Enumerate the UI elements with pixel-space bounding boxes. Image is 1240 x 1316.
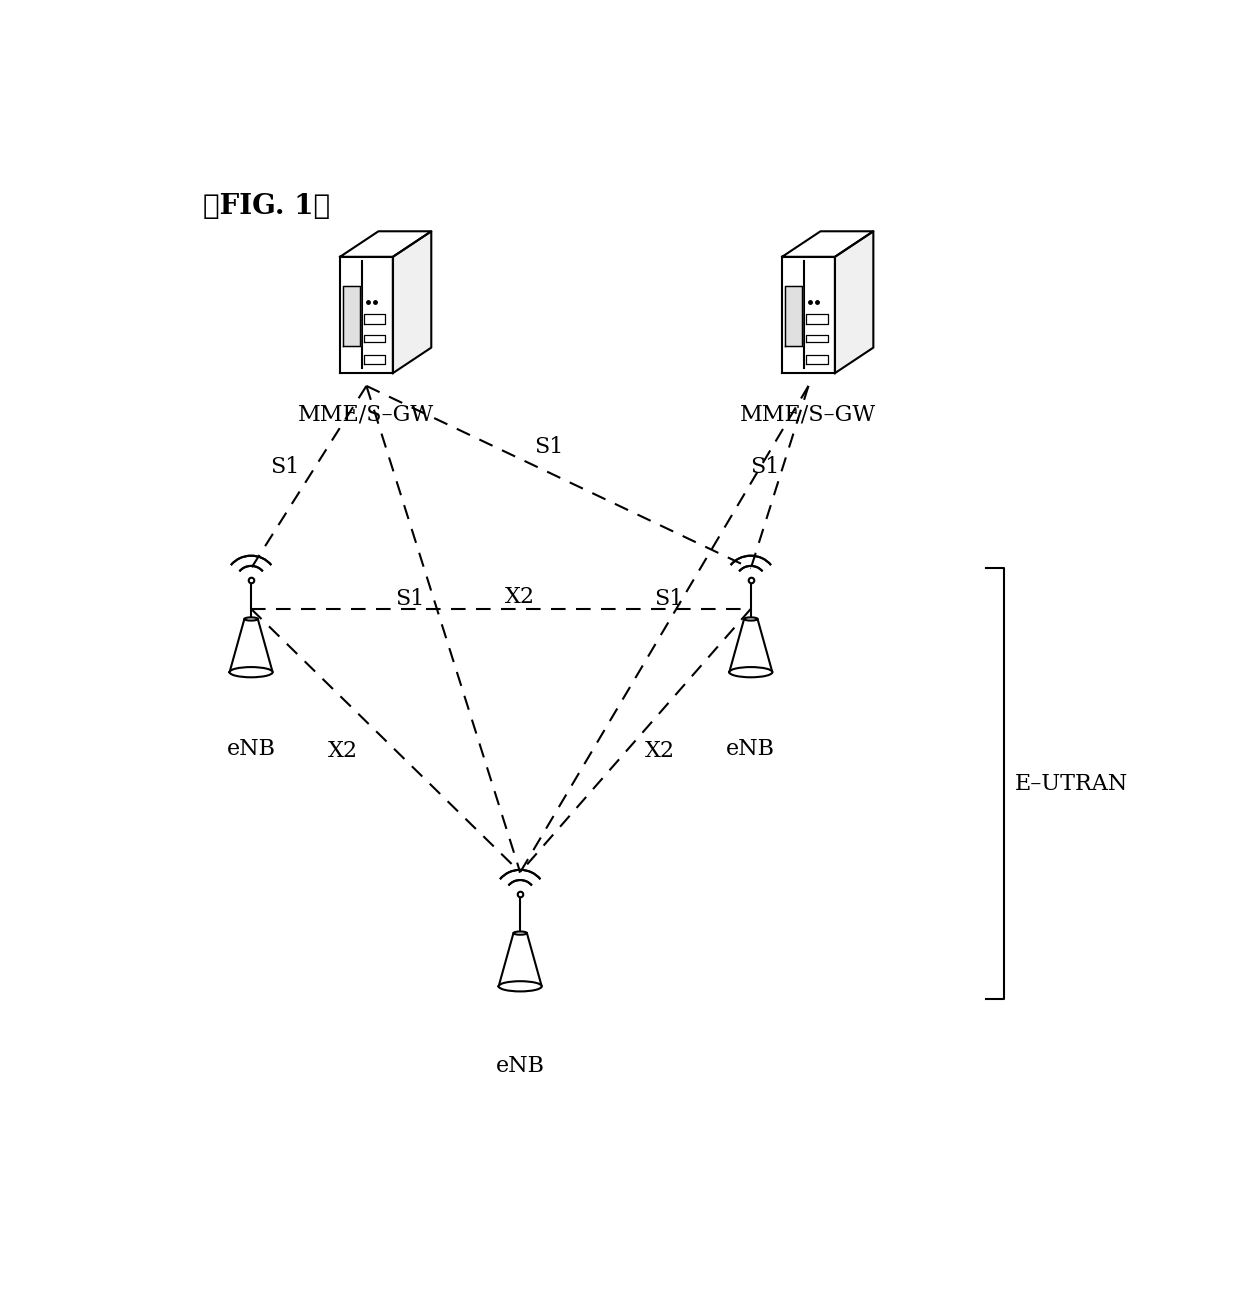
Polygon shape	[229, 619, 273, 672]
Text: E–UTRAN: E–UTRAN	[1016, 772, 1128, 795]
Ellipse shape	[244, 617, 258, 621]
Text: S1: S1	[270, 455, 299, 478]
Polygon shape	[342, 286, 360, 346]
Polygon shape	[729, 619, 773, 672]
Text: S1: S1	[750, 455, 780, 478]
Polygon shape	[782, 257, 835, 374]
Polygon shape	[365, 334, 386, 342]
Ellipse shape	[729, 667, 773, 678]
Polygon shape	[393, 232, 432, 374]
Polygon shape	[498, 933, 542, 986]
Polygon shape	[782, 232, 873, 257]
Polygon shape	[340, 232, 432, 257]
Polygon shape	[806, 334, 827, 342]
Polygon shape	[835, 232, 873, 374]
Text: S1: S1	[655, 588, 683, 609]
Ellipse shape	[229, 667, 273, 678]
Text: S1: S1	[396, 588, 424, 609]
Text: eNB: eNB	[496, 1054, 544, 1076]
Polygon shape	[806, 313, 827, 324]
Polygon shape	[785, 286, 801, 346]
Text: X2: X2	[645, 740, 675, 762]
Ellipse shape	[744, 617, 758, 621]
Text: MME/S–GW: MME/S–GW	[299, 403, 434, 425]
Ellipse shape	[498, 982, 542, 991]
Polygon shape	[806, 354, 827, 363]
Text: MME/S–GW: MME/S–GW	[740, 403, 877, 425]
Text: S1: S1	[534, 436, 564, 458]
Polygon shape	[365, 313, 386, 324]
Text: X2: X2	[505, 586, 536, 608]
Text: eNB: eNB	[727, 737, 775, 759]
Polygon shape	[340, 257, 393, 374]
Text: eNB: eNB	[227, 737, 275, 759]
Ellipse shape	[513, 932, 527, 934]
Polygon shape	[365, 354, 386, 363]
Text: X2: X2	[327, 740, 357, 762]
Text: 【FIG. 1】: 【FIG. 1】	[203, 193, 330, 220]
